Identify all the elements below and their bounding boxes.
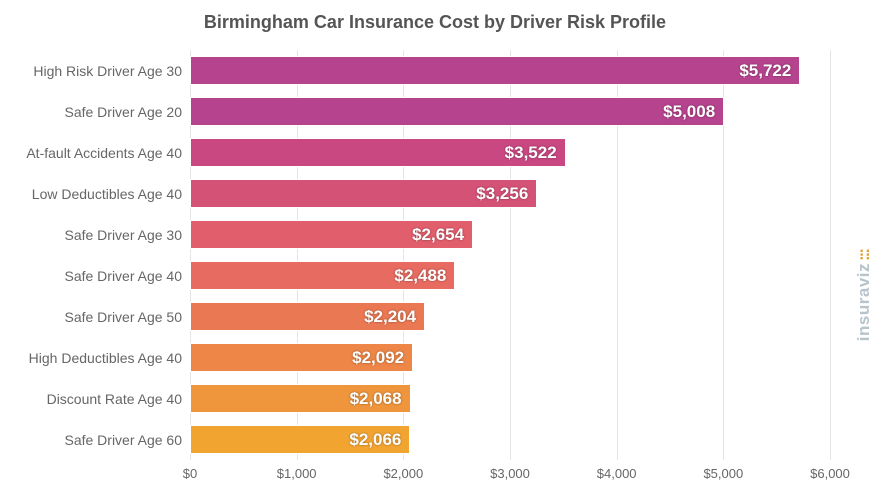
chart-container: Birmingham Car Insurance Cost by Driver … [0,0,870,500]
bar-value-label: $2,068 [350,389,402,409]
watermark-text: insuraviz [854,263,870,341]
bar: $3,256 [190,179,537,208]
bar-row: $5,008 [190,91,830,132]
watermark: insuraviz::: [854,250,870,341]
category-label: High Deductibles Age 40 [2,350,182,366]
category-label: Discount Rate Age 40 [2,391,182,407]
bar-value-label: $3,256 [476,184,528,204]
bar: $5,008 [190,97,724,126]
bar: $2,204 [190,302,425,331]
category-label: High Risk Driver Age 30 [2,63,182,79]
plot-area: $5,722 $5,008 $3,522 $3,256 $2,654 $2,488 $2,2… [190,50,830,460]
x-tick-label: $6,000 [810,466,850,481]
bar-value-label: $5,722 [739,61,791,81]
watermark-accent: ::: [854,250,870,261]
bar-row: $2,488 [190,255,830,296]
bar: $2,066 [190,425,410,454]
bar: $2,488 [190,261,455,290]
bar-value-label: $2,204 [364,307,416,327]
bar-row: $3,522 [190,132,830,173]
chart-title: Birmingham Car Insurance Cost by Driver … [0,12,870,33]
x-tick-label: $3,000 [490,466,530,481]
bar-row: $2,654 [190,214,830,255]
bar-value-label: $5,008 [663,102,715,122]
bar-value-label: $3,522 [505,143,557,163]
category-label: Safe Driver Age 40 [2,268,182,284]
bar: $5,722 [190,56,800,85]
category-label: At-fault Accidents Age 40 [2,145,182,161]
bar-value-label: $2,092 [352,348,404,368]
category-label: Safe Driver Age 20 [2,104,182,120]
bar-value-label: $2,654 [412,225,464,245]
bar-row: $5,722 [190,50,830,91]
bar: $2,068 [190,384,411,413]
bar-row: $2,066 [190,419,830,460]
x-tick-label: $4,000 [597,466,637,481]
bar-row: $2,068 [190,378,830,419]
category-label: Safe Driver Age 30 [2,227,182,243]
x-tick-label: $2,000 [383,466,423,481]
bar: $3,522 [190,138,566,167]
bar-row: $2,204 [190,296,830,337]
bar-row: $3,256 [190,173,830,214]
bar-row: $2,092 [190,337,830,378]
category-label: Safe Driver Age 60 [2,432,182,448]
bar-value-label: $2,066 [349,430,401,450]
x-tick-label: $1,000 [277,466,317,481]
grid-line [830,50,831,460]
x-tick-label: $0 [183,466,197,481]
bar: $2,092 [190,343,413,372]
bar-value-label: $2,488 [394,266,446,286]
category-label: Low Deductibles Age 40 [2,186,182,202]
x-tick-label: $5,000 [703,466,743,481]
bar: $2,654 [190,220,473,249]
category-label: Safe Driver Age 50 [2,309,182,325]
